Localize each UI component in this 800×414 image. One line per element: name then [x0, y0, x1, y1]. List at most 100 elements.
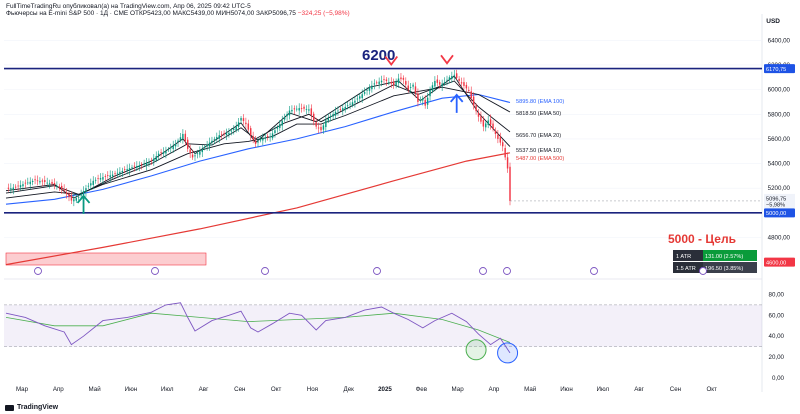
- candle-body: [262, 138, 264, 141]
- price-tick-label: 5600,00: [768, 136, 791, 143]
- rsi-tick-label: 80,00: [769, 291, 785, 298]
- candle-body: [482, 120, 485, 127]
- candle-body: [429, 89, 431, 97]
- time-axis-label: Июл: [161, 386, 174, 393]
- candle-body: [487, 120, 489, 125]
- ema-value-label: 5656.70 (EMA 20): [516, 133, 561, 139]
- candle-body: [153, 158, 155, 162]
- candle-body: [143, 163, 145, 165]
- candle-body: [90, 183, 92, 186]
- candle-body: [310, 108, 313, 116]
- last-price-tag: [764, 193, 795, 208]
- arrow-down-icon: [440, 54, 454, 65]
- candle-body: [351, 102, 354, 106]
- candle-body: [148, 162, 150, 164]
- price-tick-label: 4800,00: [768, 234, 791, 241]
- candle-body: [468, 89, 470, 91]
- time-axis-label: Сен: [234, 386, 245, 393]
- candle-body: [48, 183, 51, 185]
- candle-body: [477, 112, 480, 117]
- candle-body: [80, 193, 82, 196]
- candle-body: [349, 103, 351, 105]
- time-axis-label: Фев: [416, 386, 428, 393]
- candle-body: [27, 182, 29, 184]
- rsi-highlight-circle: [465, 339, 487, 361]
- candle-body: [75, 198, 77, 201]
- candle-body: [104, 176, 107, 177]
- candle-body: [65, 192, 68, 194]
- candle-body: [240, 117, 242, 121]
- time-axis-label: Окт: [706, 386, 717, 393]
- candle-body: [230, 130, 233, 132]
- candle-body: [182, 133, 184, 139]
- candle-body: [99, 178, 102, 180]
- candle-body: [157, 153, 160, 156]
- level-tag-label: 6170,75: [766, 67, 786, 73]
- price-tick-label: 5800,00: [768, 111, 791, 118]
- candle-body: [313, 113, 315, 121]
- candle-body: [455, 73, 458, 78]
- candle-body: [264, 137, 266, 139]
- candle-body: [245, 122, 247, 125]
- price-tick-label: 6400,00: [768, 37, 791, 44]
- price-tick-label: 5200,00: [768, 185, 791, 192]
- candle-body: [128, 168, 131, 171]
- candle-body: [250, 128, 252, 136]
- candle-body: [109, 175, 111, 178]
- candle-body: [485, 123, 487, 128]
- candle-body: [145, 162, 148, 166]
- candle-body: [402, 77, 405, 80]
- candle-body: [293, 108, 296, 110]
- candle-body: [448, 77, 451, 80]
- candle-body: [220, 134, 223, 136]
- candle-body: [419, 100, 422, 101]
- candle-body: [453, 74, 455, 76]
- time-axis-label: 2025: [378, 386, 392, 393]
- candle-body: [189, 149, 191, 154]
- candle-body: [405, 81, 407, 85]
- candle-body: [439, 82, 441, 85]
- atr-row-value: 196.50 (3.85%): [705, 266, 743, 272]
- candle-body: [371, 85, 373, 90]
- candle-body: [97, 178, 99, 179]
- candle-body: [19, 185, 22, 188]
- candle-body: [460, 82, 463, 84]
- candle-body: [31, 180, 34, 182]
- level-tag: [764, 208, 795, 218]
- candle-body: [34, 179, 36, 181]
- candle-body: [211, 140, 213, 143]
- candle-body: [53, 182, 56, 185]
- candle-body: [133, 165, 136, 167]
- candle-body: [339, 109, 342, 110]
- ema-value-label: 5487.00 (EMA 500): [516, 156, 564, 162]
- event-marker-icon: [699, 267, 707, 275]
- rsi-signal-line: [5, 312, 511, 343]
- candle-body: [271, 133, 274, 139]
- candle-body: [392, 81, 395, 85]
- candle-body: [196, 153, 199, 155]
- candle-body: [424, 99, 426, 106]
- rsi-highlight-circle: [497, 342, 519, 364]
- time-axis-label: Окт: [271, 386, 282, 393]
- candle-body: [136, 166, 138, 168]
- candle-body: [208, 142, 211, 147]
- candle-body: [417, 93, 419, 102]
- atr-row-label: 1 ATR: [676, 254, 691, 260]
- candle-body: [259, 138, 262, 141]
- candle-body: [203, 146, 206, 148]
- candle-body: [85, 188, 87, 192]
- candle-body: [77, 196, 80, 198]
- rsi-tick-label: 60,00: [769, 312, 785, 319]
- candle-body: [305, 109, 308, 110]
- event-marker-icon: [34, 267, 42, 275]
- candle-body: [472, 96, 475, 106]
- candle-body: [283, 117, 286, 120]
- time-axis-label: Авг: [634, 386, 644, 393]
- candle-body: [361, 94, 363, 99]
- ema-line-4: [5, 152, 511, 266]
- event-marker-icon: [590, 267, 598, 275]
- candle-body: [46, 182, 48, 184]
- candle-body: [184, 133, 187, 142]
- candle-body: [116, 172, 119, 174]
